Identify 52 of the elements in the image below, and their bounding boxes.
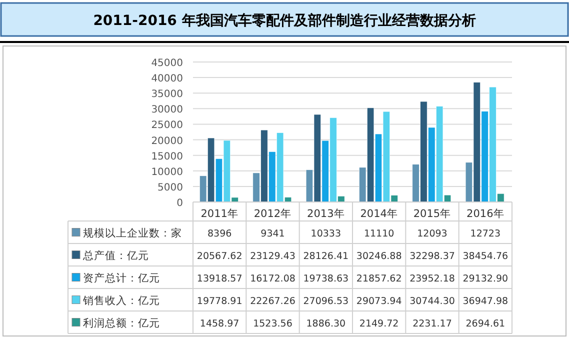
data-label: 9341 — [260, 228, 285, 240]
y-tick-label: 30000 — [151, 104, 183, 116]
data-label: 21857.62 — [356, 273, 402, 284]
data-label: 19778.91 — [196, 296, 242, 307]
data-label: 23952.18 — [410, 273, 455, 284]
data-label: 22267.26 — [250, 296, 296, 307]
data-label: 19738.63 — [303, 273, 349, 284]
data-label: 2231.17 — [412, 318, 452, 330]
y-tick-label: 45000 — [151, 58, 183, 69]
legend-label: 规模以上企业数：家 — [83, 226, 182, 240]
data-label: 20567.62 — [196, 250, 242, 262]
data-label: 36947.98 — [462, 296, 508, 307]
data-label: 12093 — [417, 228, 448, 240]
data-label: 10333 — [310, 228, 342, 240]
data-label: 1886.30 — [306, 318, 346, 330]
y-tick-label: 40000 — [151, 74, 183, 85]
x-tick-label: 2014年 — [360, 208, 398, 220]
data-label: 28126.41 — [303, 250, 349, 262]
y-tick-label: 5000 — [158, 182, 183, 194]
y-tick-label: 20000 — [151, 136, 183, 147]
legend-label: 总产值：亿元 — [82, 248, 149, 262]
data-label: 2694.61 — [466, 318, 506, 330]
x-tick-label: 2013年 — [307, 208, 345, 220]
y-tick-label: 0 — [176, 198, 183, 209]
data-label: 29073.94 — [356, 296, 402, 307]
y-tick-label: 10000 — [151, 166, 183, 178]
data-label: 1523.56 — [253, 318, 292, 330]
data-label: 27096.53 — [303, 296, 349, 307]
data-label: 1458.97 — [200, 318, 240, 330]
y-tick-label: 15000 — [151, 151, 183, 162]
data-label: 8396 — [207, 228, 232, 240]
data-label: 2149.72 — [359, 318, 399, 330]
legend-label: 利润总额：亿元 — [83, 316, 160, 330]
x-tick-label: 2015年 — [413, 208, 452, 220]
data-label: 32298.37 — [410, 250, 455, 262]
data-label: 12723 — [470, 228, 501, 240]
chart-title: 2011-2016 年我国汽车零配件及部件制造行业经营数据分析 — [93, 12, 476, 29]
data-label: 30744.30 — [410, 296, 455, 307]
y-tick-label: 25000 — [151, 120, 183, 132]
data-label: 30246.88 — [356, 250, 402, 262]
legend-label: 资产总计：亿元 — [83, 271, 160, 284]
data-label: 29132.90 — [462, 273, 508, 284]
y-tick-label: 35000 — [151, 89, 183, 100]
x-tick-label: 2012年 — [254, 208, 292, 220]
x-tick-label: 2011年 — [200, 208, 238, 220]
data-label: 38454.76 — [462, 250, 508, 262]
x-tick-label: 2016年 — [466, 208, 504, 220]
legend-label: 销售收入：亿元 — [82, 294, 160, 307]
data-label: 11110 — [364, 228, 394, 240]
data-label: 16172.08 — [250, 273, 296, 284]
data-label: 23129.43 — [250, 250, 296, 262]
data-label: 13918.57 — [196, 273, 242, 284]
